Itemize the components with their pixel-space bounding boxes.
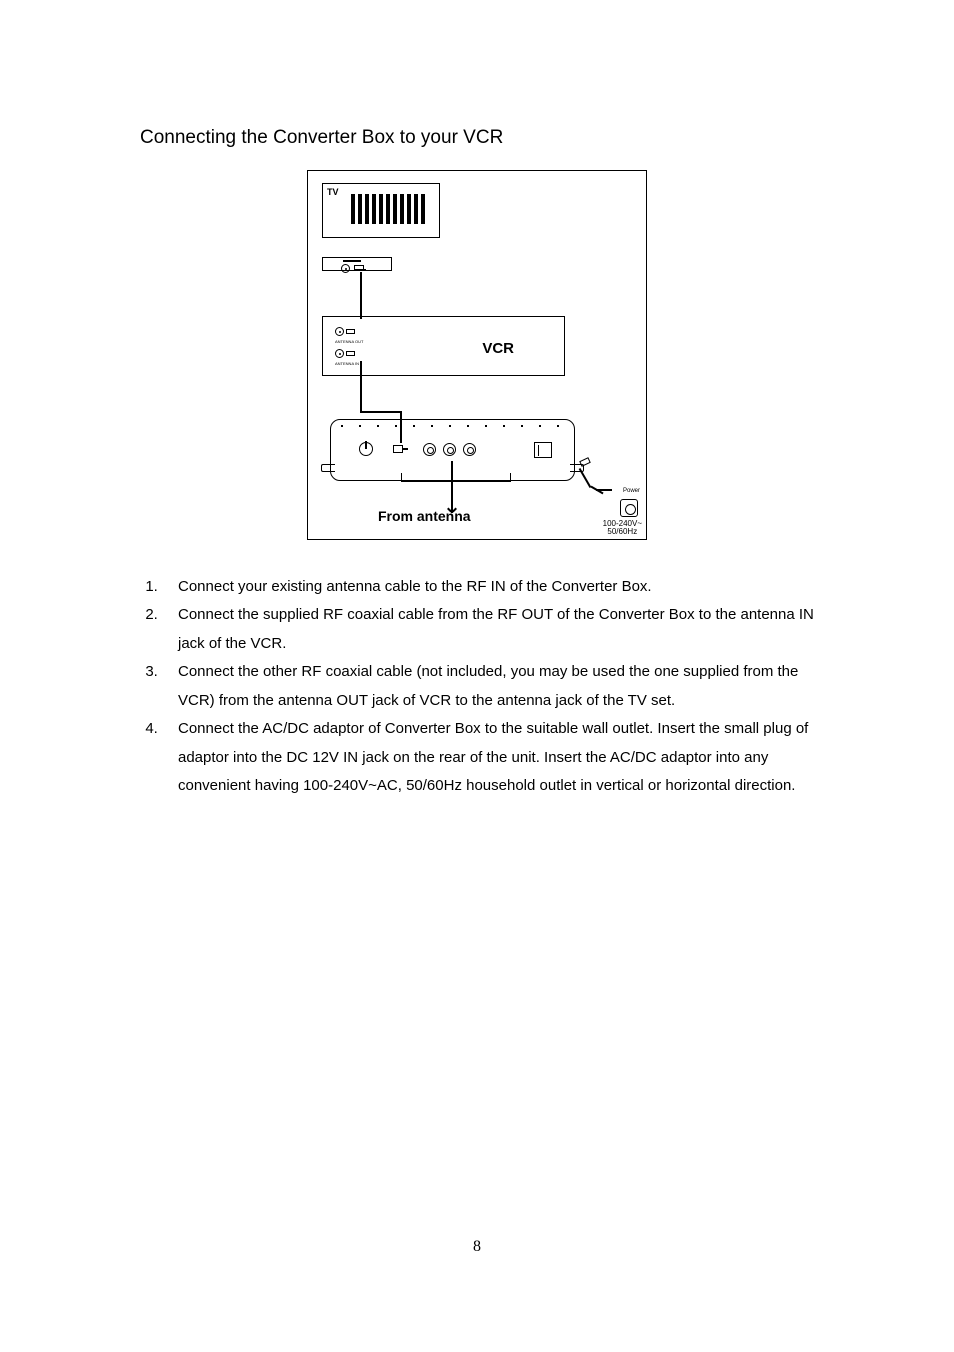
section-heading: Connecting the Converter Box to your VCR	[140, 120, 814, 156]
cable-vcr-converter-h	[360, 411, 402, 413]
converter-handle-icon	[401, 473, 511, 482]
vcr-antenna-out-label: ANTENNA OUT	[335, 338, 363, 346]
outlet-voltage: 100-240V~	[603, 519, 642, 528]
coax-icon	[335, 327, 344, 336]
instruction-step: Connect the other RF coaxial cable (not …	[162, 658, 814, 715]
vcr-box: VCR ANTENNA OUT ANTENNA IN	[322, 316, 565, 376]
converter-foot-icon	[321, 464, 335, 472]
instruction-step: Connect the AC/DC adaptor of Converter B…	[162, 715, 814, 801]
tv-label: TV	[327, 184, 339, 201]
cable-tv-vcr-h	[356, 269, 366, 271]
power-cable	[596, 489, 612, 491]
tv-vents-icon	[351, 194, 425, 224]
outlet-frequency: 50/60Hz	[607, 527, 637, 536]
plug-icon	[346, 329, 355, 334]
vcr-antenna-in-port	[335, 349, 355, 358]
diagram-container: TV VCR ANTENNA OUT ANTENNA IN	[140, 170, 814, 551]
plug-icon	[346, 351, 355, 356]
coax-icon	[335, 349, 344, 358]
vcr-antenna-out-port	[335, 327, 355, 336]
wall-outlet-icon	[620, 499, 638, 517]
page-number: 8	[0, 1232, 954, 1262]
cable-tv-vcr	[360, 272, 362, 319]
tv-box: TV	[322, 183, 440, 238]
rf-plug-icon	[393, 445, 403, 453]
cable-vcr-converter-v	[360, 361, 362, 411]
instruction-step: Connect your existing antenna cable to t…	[162, 573, 814, 602]
rca-jack-icon	[443, 443, 456, 456]
converter-vents-icon	[341, 425, 564, 427]
power-icon	[359, 442, 373, 456]
vcr-antenna-in-label: ANTENNA IN	[335, 360, 359, 368]
connection-diagram: TV VCR ANTENNA OUT ANTENNA IN	[307, 170, 647, 540]
from-antenna-label: From antenna	[378, 503, 471, 530]
converter-rear-ports	[359, 442, 476, 456]
power-cable	[579, 468, 592, 488]
power-plug-icon	[579, 457, 591, 467]
instruction-list: Connect your existing antenna cable to t…	[140, 573, 814, 801]
power-label: Power	[623, 486, 640, 497]
rca-jack-icon	[423, 443, 436, 456]
instruction-step: Connect the supplied RF coaxial cable fr…	[162, 601, 814, 658]
smart-card-slot-icon	[534, 442, 552, 458]
outlet-spec-label: 100-240V~ 50/60Hz	[603, 520, 642, 538]
vcr-label: VCR	[482, 335, 514, 364]
coax-icon	[341, 264, 350, 273]
rca-jack-icon	[463, 443, 476, 456]
